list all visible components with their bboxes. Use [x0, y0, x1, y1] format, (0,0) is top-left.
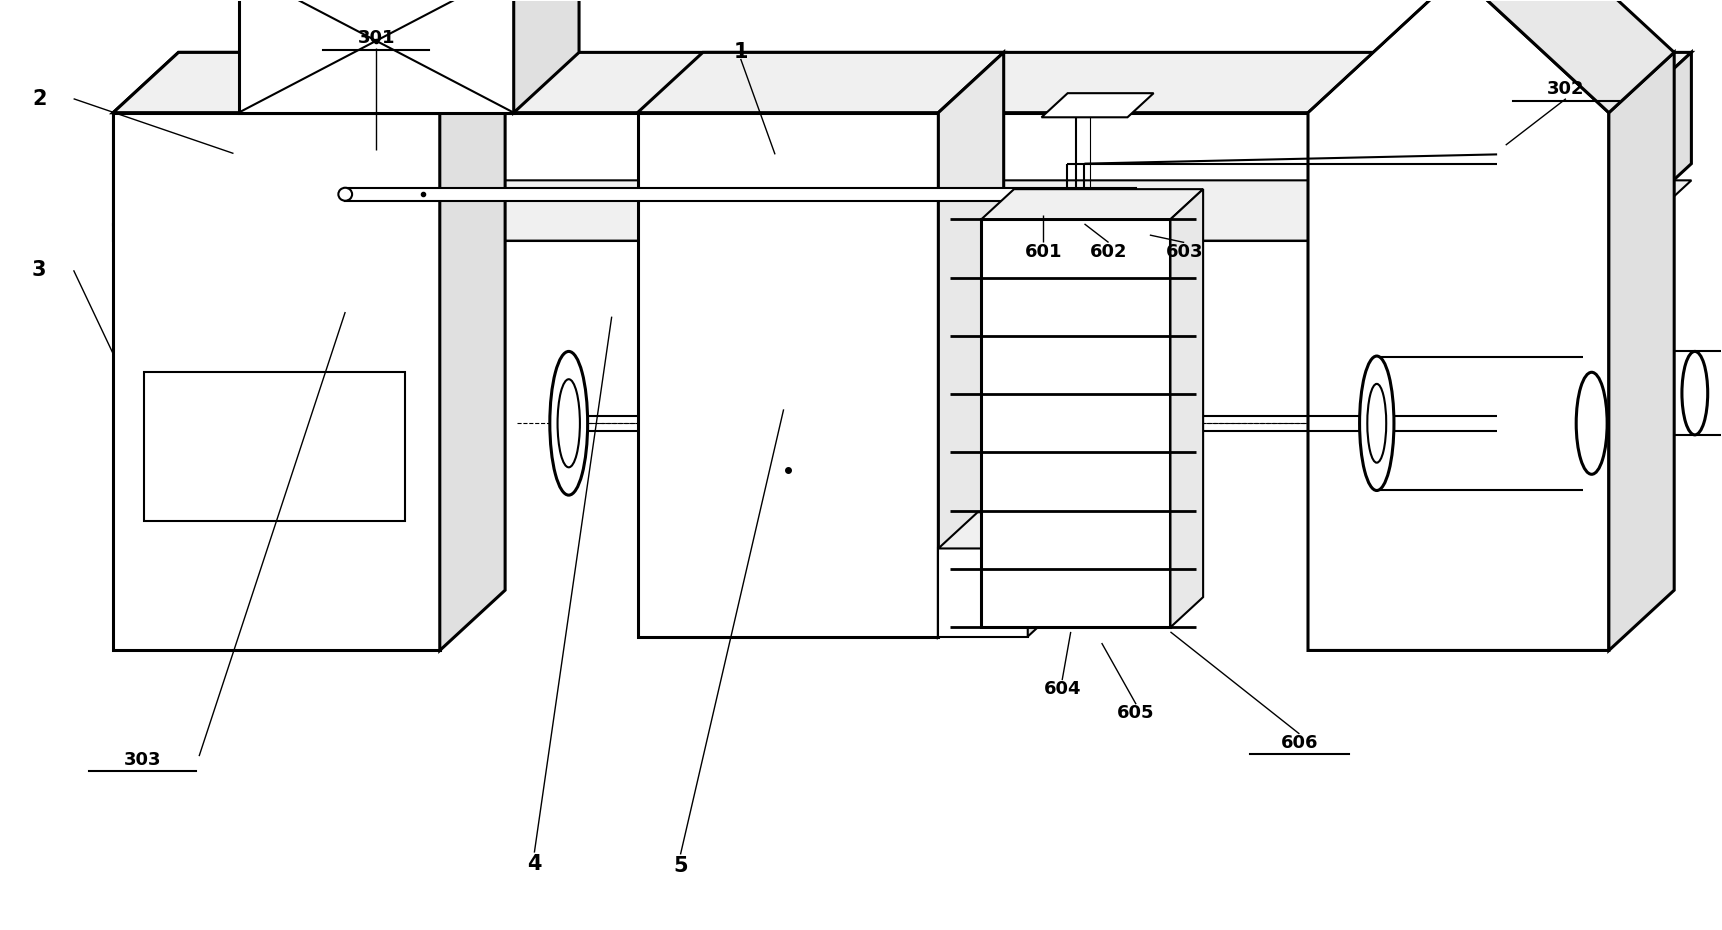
Text: 605: 605: [1118, 705, 1155, 723]
Polygon shape: [1028, 512, 1068, 636]
Ellipse shape: [1360, 356, 1393, 490]
Ellipse shape: [1682, 352, 1708, 435]
Polygon shape: [982, 219, 1171, 627]
Text: 3: 3: [33, 260, 46, 280]
Polygon shape: [938, 52, 1004, 636]
Polygon shape: [1171, 189, 1204, 627]
Polygon shape: [637, 113, 938, 636]
Text: 2: 2: [33, 88, 46, 109]
Text: 5: 5: [673, 856, 687, 875]
Ellipse shape: [1576, 372, 1607, 474]
Polygon shape: [1309, 0, 1524, 113]
Ellipse shape: [549, 352, 587, 495]
Polygon shape: [1608, 52, 1674, 650]
Polygon shape: [637, 52, 1004, 113]
Text: 602: 602: [1090, 243, 1128, 260]
Ellipse shape: [1367, 384, 1386, 463]
Polygon shape: [114, 113, 1626, 224]
Polygon shape: [114, 52, 505, 113]
Text: 303: 303: [124, 751, 162, 769]
Text: 601: 601: [1025, 243, 1062, 260]
Text: 301: 301: [358, 30, 394, 47]
Text: 4: 4: [527, 854, 542, 873]
Polygon shape: [1042, 93, 1154, 117]
Text: 1: 1: [734, 43, 747, 62]
Polygon shape: [114, 52, 1691, 113]
Polygon shape: [1309, 0, 1608, 650]
Ellipse shape: [558, 379, 580, 467]
Polygon shape: [344, 188, 1137, 201]
Polygon shape: [938, 549, 1028, 636]
Ellipse shape: [338, 188, 351, 201]
Polygon shape: [1626, 52, 1691, 224]
Polygon shape: [239, 0, 513, 113]
Polygon shape: [114, 113, 439, 650]
Polygon shape: [145, 372, 405, 521]
Polygon shape: [938, 512, 1068, 549]
Polygon shape: [114, 224, 1626, 241]
Polygon shape: [513, 0, 579, 113]
Text: 606: 606: [1281, 734, 1317, 752]
Polygon shape: [1459, 0, 1674, 113]
Polygon shape: [982, 189, 1204, 219]
Text: 302: 302: [1546, 81, 1584, 99]
Polygon shape: [114, 180, 1691, 241]
Polygon shape: [439, 52, 505, 650]
Text: 603: 603: [1166, 243, 1204, 260]
Text: 604: 604: [1044, 681, 1081, 698]
